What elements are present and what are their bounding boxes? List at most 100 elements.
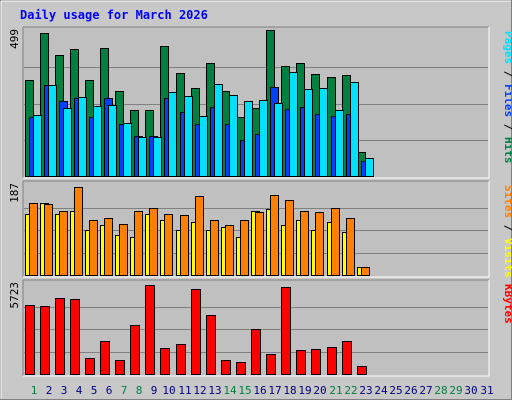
- bar-kbytes-day-9: [145, 285, 155, 375]
- bar-pages-day-3: [63, 108, 72, 177]
- legend-part: Hits: [502, 137, 512, 164]
- panel-legend-label: Sites / Visits: [502, 185, 512, 278]
- bar-pages-day-23: [365, 158, 374, 177]
- bar-sites-day-8: [134, 211, 143, 276]
- legend-part: Sites: [502, 185, 512, 218]
- bar-kbytes-day-8: [130, 325, 140, 375]
- legend-part: Visits: [502, 238, 512, 278]
- bar-kbytes-day-4: [70, 299, 80, 375]
- bar-pages-day-7: [123, 123, 132, 177]
- x-tick-label-day-19: 19: [298, 384, 311, 397]
- x-tick-label-day-1: 1: [31, 384, 38, 397]
- bar-kbytes-day-13: [206, 315, 216, 375]
- x-tick-label-day-24: 24: [374, 384, 388, 397]
- panel-middle: 187 Sites / Visits: [8, 180, 512, 278]
- x-tick-label-day-22: 22: [344, 384, 357, 397]
- bar-sites-day-5: [89, 220, 98, 276]
- bar-pages-day-12: [199, 116, 208, 177]
- y-max-label: 499: [8, 29, 21, 49]
- bar-kbytes-day-16: [251, 329, 261, 375]
- panel-legend-label: KBytes: [502, 284, 512, 324]
- panel-legend-label: Pages / Files / Hits: [502, 31, 512, 164]
- bar-sites-day-6: [104, 218, 113, 276]
- bar-kbytes-day-23: [357, 366, 367, 375]
- bar-sites-day-1: [29, 203, 38, 276]
- x-tick-label-day-21: 21: [329, 384, 342, 397]
- bar-kbytes-day-22: [342, 341, 352, 375]
- bar-sites-day-16: [255, 212, 264, 276]
- bar-kbytes-day-5: [85, 358, 95, 375]
- panel-bottom: 5723 KBytes: [8, 279, 512, 377]
- bar-kbytes-day-7: [115, 360, 125, 375]
- bar-pages-day-9: [153, 137, 162, 177]
- bar-sites-day-3: [59, 211, 68, 276]
- bar-sites-day-18: [285, 200, 294, 276]
- x-tick-label-day-2: 2: [46, 384, 53, 397]
- x-tick-label-day-12: 12: [193, 384, 206, 397]
- bar-sites-day-17: [270, 195, 279, 276]
- bar-kbytes-day-3: [55, 298, 65, 375]
- bar-pages-day-17: [274, 103, 283, 177]
- bar-sites-day-4: [74, 187, 83, 276]
- bar-pages-day-2: [48, 85, 57, 177]
- bar-sites-day-21: [331, 208, 340, 276]
- x-tick-label-day-26: 26: [404, 384, 417, 397]
- bar-sites-day-12: [195, 196, 204, 276]
- bar-sites-day-14: [225, 225, 234, 276]
- x-tick-label-day-15: 15: [238, 384, 251, 397]
- bar-kbytes-day-10: [160, 348, 170, 375]
- bar-pages-day-14: [229, 95, 238, 177]
- bar-sites-day-2: [44, 204, 53, 276]
- bar-pages-day-22: [350, 82, 359, 177]
- x-tick-label-day-5: 5: [91, 384, 98, 397]
- bar-pages-day-20: [319, 88, 328, 177]
- bar-pages-day-4: [78, 97, 87, 177]
- bar-pages-day-13: [214, 84, 223, 177]
- bar-sites-day-7: [119, 224, 128, 276]
- x-tick-label-day-23: 23: [359, 384, 372, 397]
- bar-pages-day-19: [304, 89, 313, 177]
- x-tick-label-day-20: 20: [313, 384, 326, 397]
- x-tick-label-day-29: 29: [449, 384, 462, 397]
- panel-top: 499 Pages / Files / Hits: [8, 26, 512, 179]
- x-tick-label-day-18: 18: [283, 384, 296, 397]
- x-tick-label-day-31: 31: [480, 384, 493, 397]
- bar-sites-day-13: [210, 220, 219, 276]
- bar-kbytes-day-11: [176, 344, 186, 375]
- bar-pages-day-11: [184, 96, 193, 177]
- x-tick-label-day-4: 4: [76, 384, 83, 397]
- series-pages: [33, 72, 374, 177]
- legend-part: Files: [502, 84, 512, 117]
- bar-sites-day-20: [315, 212, 324, 276]
- series-sites: [29, 187, 370, 276]
- bar-kbytes-day-2: [40, 306, 50, 375]
- bar-kbytes-day-18: [281, 287, 291, 375]
- bar-pages-day-10: [168, 92, 177, 177]
- legend-part: KBytes: [502, 284, 512, 324]
- legend-part: /: [502, 64, 512, 84]
- bar-kbytes-day-1: [25, 305, 35, 375]
- legend-part: Pages: [502, 31, 512, 64]
- x-tick-label-day-14: 14: [223, 384, 237, 397]
- x-tick-label-day-27: 27: [419, 384, 432, 397]
- x-tick-label-day-11: 11: [178, 384, 191, 397]
- bar-kbytes-day-20: [311, 349, 321, 375]
- bar-pages-day-8: [138, 137, 147, 177]
- legend-part: /: [502, 117, 512, 137]
- bar-kbytes-day-15: [236, 362, 246, 375]
- y-max-label: 187: [8, 183, 21, 203]
- bar-pages-day-16: [259, 100, 268, 177]
- bar-sites-day-19: [300, 211, 309, 276]
- x-tick-label-day-25: 25: [389, 384, 402, 397]
- chart-title: Daily usage for March 2026: [20, 8, 208, 22]
- bar-pages-day-5: [93, 106, 102, 177]
- bar-pages-day-15: [244, 101, 253, 177]
- bar-sites-day-10: [164, 214, 173, 276]
- bar-sites-day-9: [149, 208, 158, 276]
- y-max-label: 5723: [8, 282, 21, 309]
- bar-sites-day-22: [346, 218, 355, 276]
- x-tick-label-day-13: 13: [208, 384, 221, 397]
- x-tick-label-day-7: 7: [121, 384, 128, 397]
